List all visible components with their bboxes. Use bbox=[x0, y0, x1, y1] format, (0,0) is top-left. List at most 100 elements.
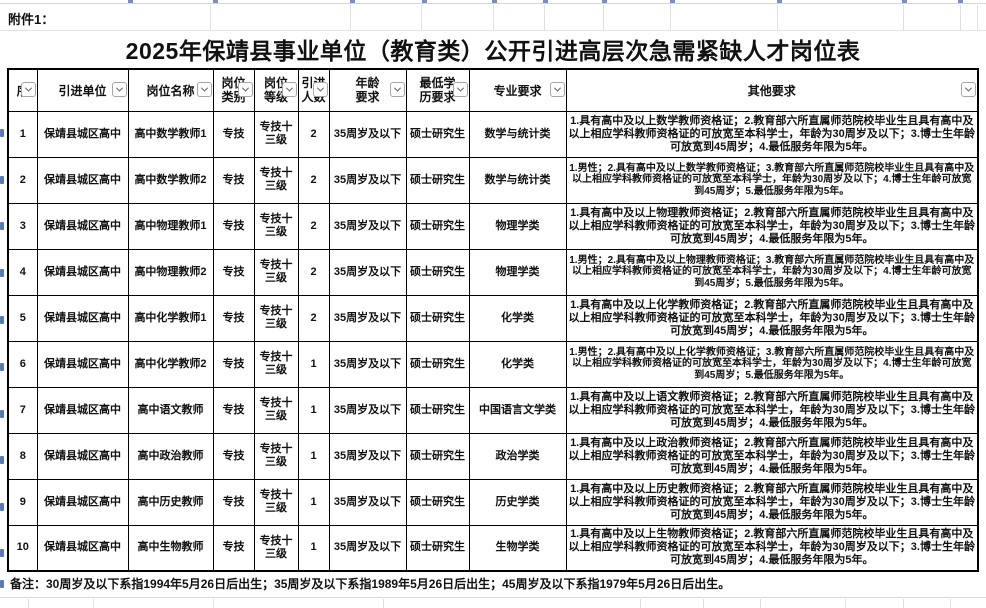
cell-major[interactable]: 历史学类 bbox=[468, 478, 567, 526]
cell-major[interactable]: 中国语言文学类 bbox=[468, 386, 567, 434]
cell-category[interactable]: 专技 bbox=[212, 156, 255, 204]
cell-post[interactable]: 高中化学教师2 bbox=[127, 340, 214, 388]
cell-grade[interactable]: 专技十三级 bbox=[253, 432, 299, 480]
cell-degree[interactable]: 硕士研究生 bbox=[405, 110, 470, 158]
cell-unit[interactable]: 保靖县城区高中 bbox=[36, 478, 129, 526]
filter-button[interactable] bbox=[452, 82, 468, 98]
cell-major[interactable]: 生物学类 bbox=[468, 524, 567, 572]
cell-seq[interactable]: 2 bbox=[7, 156, 38, 204]
cell-unit[interactable]: 保靖县城区高中 bbox=[36, 386, 129, 434]
cell-unit[interactable]: 保靖县城区高中 bbox=[36, 110, 129, 158]
col-header-grade[interactable]: 岗位 等级 bbox=[253, 68, 299, 112]
cell-major[interactable]: 物理学类 bbox=[468, 202, 567, 250]
col-header-major[interactable]: 专业要求 bbox=[468, 68, 567, 112]
cell-count[interactable]: 2 bbox=[297, 156, 330, 204]
cell-age[interactable]: 35周岁及以下 bbox=[328, 386, 407, 434]
cell-degree[interactable]: 硕士研究生 bbox=[405, 294, 470, 342]
cell-category[interactable]: 专技 bbox=[212, 524, 255, 572]
cell-other[interactable]: 1.具有高中及以上生物教师资格证；2.教育部六所直属师范院校毕业生且具有高中及以… bbox=[565, 524, 979, 572]
cell-post[interactable]: 高中政治教师 bbox=[127, 432, 214, 480]
col-header-other[interactable]: 其他要求 bbox=[565, 68, 979, 112]
cell-post[interactable]: 高中生物教师 bbox=[127, 524, 214, 572]
cell-age[interactable]: 35周岁及以下 bbox=[328, 478, 407, 526]
cell-seq[interactable]: 1 bbox=[7, 110, 38, 158]
cell-other[interactable]: 1.男性；2.具有高中及以上数学教师资格证；3.教育部六所直属师范院校毕业生且具… bbox=[565, 156, 979, 204]
cell-count[interactable]: 1 bbox=[297, 386, 330, 434]
cell-degree[interactable]: 硕士研究生 bbox=[405, 156, 470, 204]
cell-major[interactable]: 政治学类 bbox=[468, 432, 567, 480]
cell-category[interactable]: 专技 bbox=[212, 386, 255, 434]
filter-button[interactable] bbox=[549, 82, 565, 98]
cell-major[interactable]: 数学与统计类 bbox=[468, 110, 567, 158]
cell-unit[interactable]: 保靖县城区高中 bbox=[36, 248, 129, 296]
cell-seq[interactable]: 8 bbox=[7, 432, 38, 480]
cell-degree[interactable]: 硕士研究生 bbox=[405, 386, 470, 434]
cell-grade[interactable]: 专技十三级 bbox=[253, 110, 299, 158]
cell-category[interactable]: 专技 bbox=[212, 478, 255, 526]
filter-button[interactable] bbox=[961, 82, 976, 98]
cell-unit[interactable]: 保靖县城区高中 bbox=[36, 432, 129, 480]
cell-seq[interactable]: 10 bbox=[7, 524, 38, 572]
cell-other[interactable]: 1.具有高中及以上化学教师资格证；2.教育部六所直属师范院校毕业生且具有高中及以… bbox=[565, 294, 979, 342]
cell-grade[interactable]: 专技十三级 bbox=[253, 524, 299, 572]
filter-button[interactable] bbox=[281, 82, 297, 98]
cell-major[interactable]: 化学类 bbox=[468, 294, 567, 342]
filter-button[interactable] bbox=[237, 82, 253, 98]
cell-major[interactable]: 物理学类 bbox=[468, 248, 567, 296]
cell-age[interactable]: 35周岁及以下 bbox=[328, 524, 407, 572]
cell-count[interactable]: 2 bbox=[297, 202, 330, 250]
cell-count[interactable]: 1 bbox=[297, 340, 330, 388]
filter-button[interactable] bbox=[111, 82, 127, 98]
cell-age[interactable]: 35周岁及以下 bbox=[328, 340, 407, 388]
cell-category[interactable]: 专技 bbox=[212, 294, 255, 342]
cell-post[interactable]: 高中物理教师2 bbox=[127, 248, 214, 296]
col-header-category[interactable]: 岗位 类别 bbox=[212, 68, 255, 112]
cell-age[interactable]: 35周岁及以下 bbox=[328, 110, 407, 158]
col-header-post[interactable]: 岗位名称 bbox=[127, 68, 214, 112]
cell-degree[interactable]: 硕士研究生 bbox=[405, 248, 470, 296]
cell-seq[interactable]: 9 bbox=[7, 478, 38, 526]
col-header-count[interactable]: 引进 人数 bbox=[297, 68, 330, 112]
cell-other[interactable]: 1.具有高中及以上语文教师资格证；2.教育部六所直属师范院校毕业生且具有高中及以… bbox=[565, 386, 979, 434]
cell-other[interactable]: 1.男性；2.具有高中及以上化学教师资格证；3.教育部六所直属师范院校毕业生且具… bbox=[565, 340, 979, 388]
cell-grade[interactable]: 专技十三级 bbox=[253, 202, 299, 250]
cell-seq[interactable]: 5 bbox=[7, 294, 38, 342]
cell-count[interactable]: 2 bbox=[297, 110, 330, 158]
cell-seq[interactable]: 7 bbox=[7, 386, 38, 434]
cell-age[interactable]: 35周岁及以下 bbox=[328, 248, 407, 296]
cell-category[interactable]: 专技 bbox=[212, 202, 255, 250]
cell-other[interactable]: 1.具有高中及以上历史教师资格证；2.教育部六所直属师范院校毕业生且具有高中及以… bbox=[565, 478, 979, 526]
cell-grade[interactable]: 专技十三级 bbox=[253, 386, 299, 434]
filter-button[interactable] bbox=[389, 82, 405, 98]
cell-count[interactable]: 1 bbox=[297, 478, 330, 526]
col-header-seq[interactable]: 序 bbox=[7, 68, 38, 112]
cell-seq[interactable]: 3 bbox=[7, 202, 38, 250]
cell-count[interactable]: 2 bbox=[297, 248, 330, 296]
col-header-unit[interactable]: 引进单位 bbox=[36, 68, 129, 112]
cell-unit[interactable]: 保靖县城区高中 bbox=[36, 156, 129, 204]
col-header-age[interactable]: 年龄 要求 bbox=[328, 68, 407, 112]
filter-button[interactable] bbox=[20, 82, 36, 98]
cell-degree[interactable]: 硕士研究生 bbox=[405, 432, 470, 480]
cell-count[interactable]: 2 bbox=[297, 294, 330, 342]
cell-degree[interactable]: 硕士研究生 bbox=[405, 478, 470, 526]
cell-unit[interactable]: 保靖县城区高中 bbox=[36, 294, 129, 342]
cell-grade[interactable]: 专技十三级 bbox=[253, 248, 299, 296]
cell-category[interactable]: 专技 bbox=[212, 110, 255, 158]
cell-unit[interactable]: 保靖县城区高中 bbox=[36, 340, 129, 388]
cell-other[interactable]: 1.具有高中及以上政治教师资格证；2.教育部六所直属师范院校毕业生且具有高中及以… bbox=[565, 432, 979, 480]
cell-grade[interactable]: 专技十三级 bbox=[253, 340, 299, 388]
col-header-degree[interactable]: 最低学 历要求 bbox=[405, 68, 470, 112]
cell-count[interactable]: 1 bbox=[297, 524, 330, 572]
cell-post[interactable]: 高中数学教师1 bbox=[127, 110, 214, 158]
cell-post[interactable]: 高中化学教师1 bbox=[127, 294, 214, 342]
cell-age[interactable]: 35周岁及以下 bbox=[328, 432, 407, 480]
filter-button[interactable] bbox=[196, 82, 212, 98]
cell-other[interactable]: 1.具有高中及以上数学教师资格证；2.教育部六所直属师范院校毕业生且具有高中及以… bbox=[565, 110, 979, 158]
cell-degree[interactable]: 硕士研究生 bbox=[405, 340, 470, 388]
cell-post[interactable]: 高中数学教师2 bbox=[127, 156, 214, 204]
cell-unit[interactable]: 保靖县城区高中 bbox=[36, 202, 129, 250]
cell-grade[interactable]: 专技十三级 bbox=[253, 478, 299, 526]
cell-grade[interactable]: 专技十三级 bbox=[253, 156, 299, 204]
cell-post[interactable]: 高中语文教师 bbox=[127, 386, 214, 434]
